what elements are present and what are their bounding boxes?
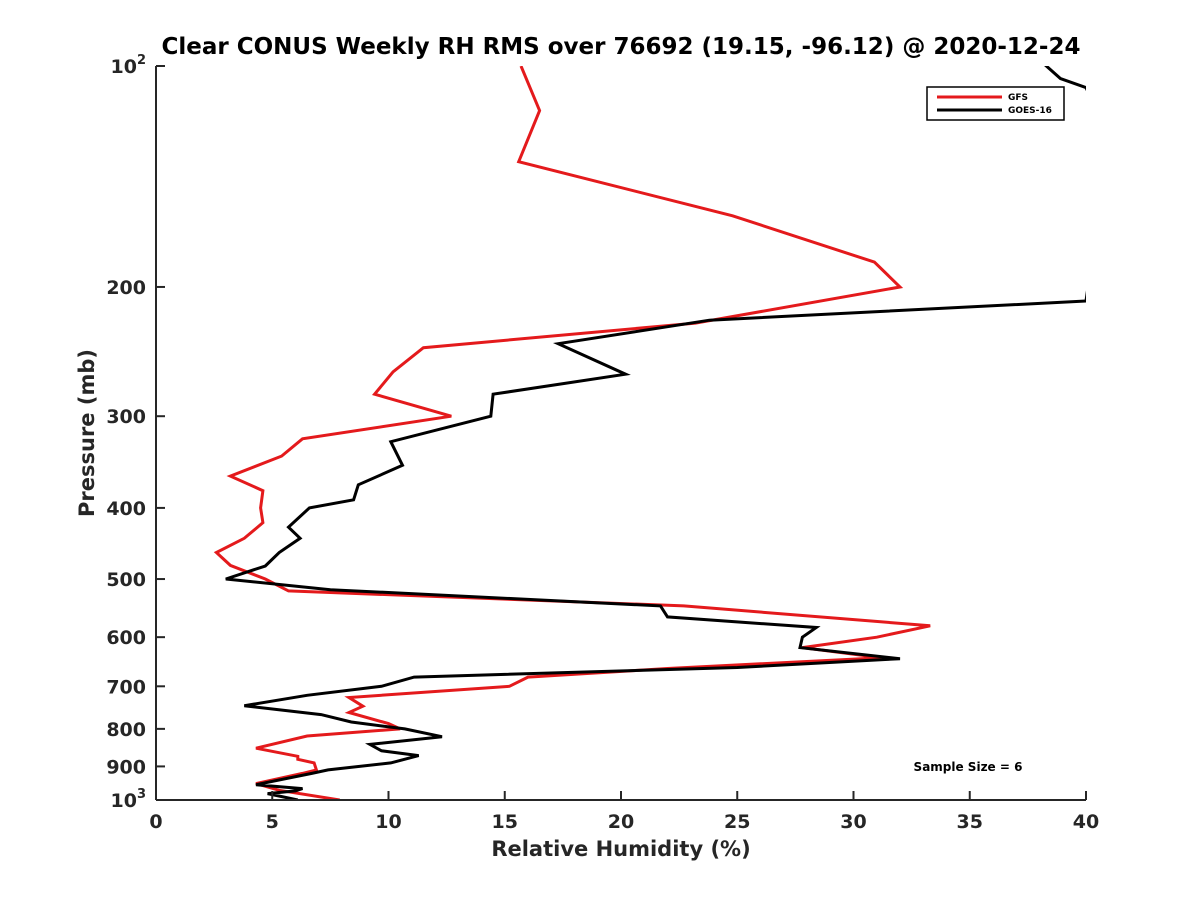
series-line-goes-16 bbox=[225, 66, 1086, 800]
x-tick-label: 25 bbox=[724, 811, 750, 833]
chart-title: Clear CONUS Weekly RH RMS over 76692 (19… bbox=[162, 34, 1081, 60]
y-tick-label: 700 bbox=[106, 676, 146, 698]
y-tick-label: 600 bbox=[106, 627, 146, 649]
y-axis-title: Pressure (mb) bbox=[75, 349, 99, 517]
x-axis-ticks: 0 5 10 15 20 25 30 35 40 bbox=[149, 791, 1099, 833]
y-tick-label: 103 bbox=[111, 787, 147, 812]
y-tick-label: 400 bbox=[106, 498, 146, 520]
x-tick-label: 0 bbox=[149, 811, 162, 833]
sample-size-annotation: Sample Size = 6 bbox=[914, 760, 1023, 774]
plot-background bbox=[156, 66, 1086, 800]
x-tick-label: 20 bbox=[608, 811, 634, 833]
x-tick-label: 35 bbox=[957, 811, 983, 833]
series-line-gfs bbox=[213, 66, 931, 800]
y-tick-label: 200 bbox=[106, 277, 146, 299]
y-tick-label: 102 bbox=[111, 53, 147, 78]
x-tick-label: 15 bbox=[492, 811, 518, 833]
legend-label-gfs: GFS bbox=[1008, 93, 1028, 103]
legend-label-goes-16: GOES-16 bbox=[1008, 106, 1052, 116]
x-tick-label: 30 bbox=[840, 811, 866, 833]
series-layer bbox=[213, 66, 1086, 800]
y-axis-ticks: 102 200 300 400 500 600 700 800 900 103 bbox=[106, 53, 165, 812]
y-tick-label: 300 bbox=[106, 406, 146, 428]
y-tick-label: 900 bbox=[106, 756, 146, 778]
x-tick-label: 5 bbox=[266, 811, 279, 833]
legend: GFS GOES-16 bbox=[926, 86, 1065, 121]
x-tick-label: 40 bbox=[1073, 811, 1099, 833]
y-tick-label: 500 bbox=[106, 569, 146, 591]
x-axis-title: Relative Humidity (%) bbox=[491, 837, 750, 861]
x-tick-label: 10 bbox=[375, 811, 401, 833]
legend-box bbox=[926, 86, 1065, 121]
y-tick-label: 800 bbox=[106, 719, 146, 741]
